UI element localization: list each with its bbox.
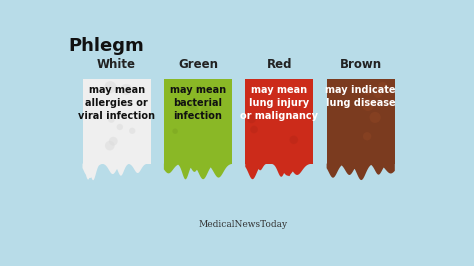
Circle shape	[374, 89, 382, 98]
Circle shape	[129, 128, 136, 134]
Circle shape	[378, 82, 388, 92]
Text: may mean
bacterial
infection: may mean bacterial infection	[170, 85, 226, 122]
Polygon shape	[164, 164, 232, 179]
Bar	[82, 79, 151, 164]
Circle shape	[105, 141, 115, 151]
Polygon shape	[327, 164, 395, 180]
Circle shape	[187, 101, 195, 109]
Circle shape	[364, 89, 371, 95]
Text: may mean
lung injury
or malignancy: may mean lung injury or malignancy	[240, 85, 319, 122]
Circle shape	[109, 137, 118, 146]
Circle shape	[173, 128, 178, 134]
Text: may indicate
lung disease: may indicate lung disease	[326, 85, 396, 108]
Text: Green: Green	[178, 58, 218, 71]
Circle shape	[196, 86, 203, 93]
Text: MedicalNewsToday: MedicalNewsToday	[198, 220, 288, 229]
Circle shape	[207, 111, 213, 117]
Circle shape	[264, 102, 273, 110]
Text: may mean
allergies or
viral infection: may mean allergies or viral infection	[78, 85, 155, 122]
Bar	[164, 79, 232, 164]
Circle shape	[363, 132, 371, 140]
Bar	[245, 79, 313, 164]
Text: Red: Red	[266, 58, 292, 71]
Circle shape	[201, 105, 212, 116]
Circle shape	[250, 126, 258, 133]
Polygon shape	[82, 164, 151, 180]
Text: Brown: Brown	[340, 58, 382, 71]
Circle shape	[108, 116, 115, 123]
Circle shape	[120, 84, 132, 95]
Circle shape	[293, 107, 298, 112]
Polygon shape	[245, 164, 313, 179]
Text: White: White	[97, 58, 136, 71]
Text: Phlegm: Phlegm	[69, 36, 144, 55]
Circle shape	[190, 105, 199, 114]
Bar	[327, 79, 395, 164]
Circle shape	[117, 124, 123, 130]
Circle shape	[362, 99, 374, 111]
Circle shape	[247, 115, 256, 123]
Circle shape	[290, 135, 298, 144]
Circle shape	[370, 112, 381, 123]
Circle shape	[104, 81, 117, 93]
